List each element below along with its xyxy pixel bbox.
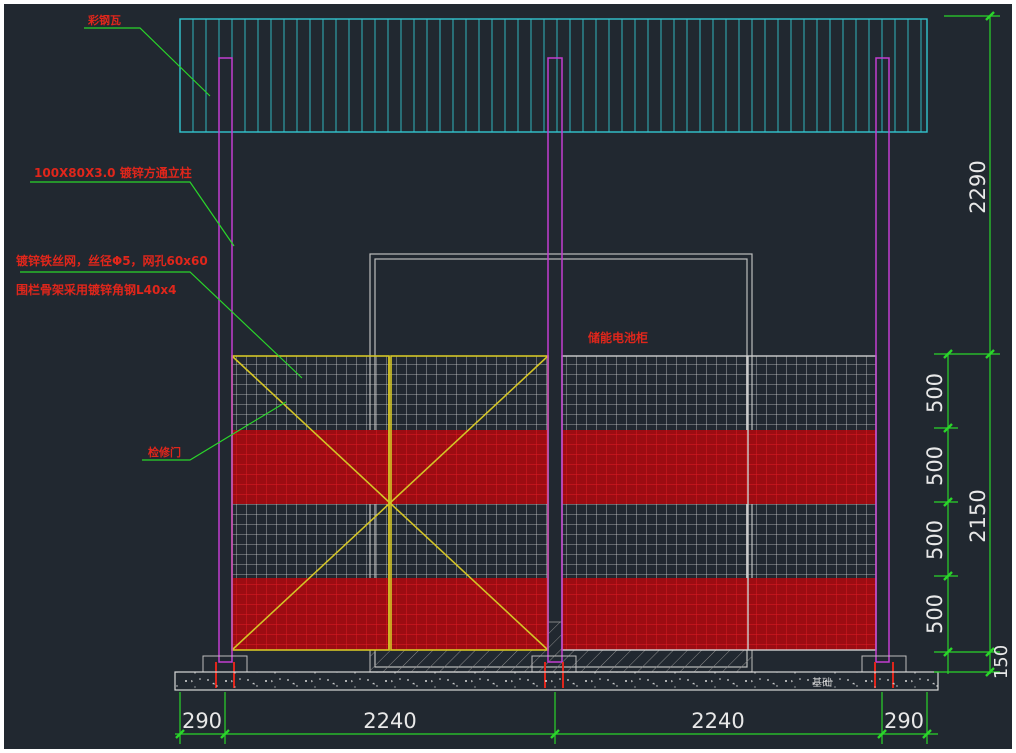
- fence-left-mesh: [232, 356, 548, 650]
- steel-columns: [218, 57, 890, 663]
- door-label: 检修门: [148, 445, 181, 459]
- leader-lines: [20, 27, 303, 461]
- dim-right-500-1: 500: [923, 373, 947, 413]
- cabinet-label: 储能电池柜: [588, 330, 648, 345]
- right-dimension-chain: [934, 11, 1000, 677]
- foundation-label: 基础: [812, 676, 832, 689]
- foundation-slab: [174, 671, 939, 691]
- cad-viewport[interactable]: 基础 彩钢瓦 100X80X3.0 镀锌方通立柱 镀锌铁丝网，丝径Φ5，网孔60…: [4, 4, 1012, 749]
- mesh-label-2: 围栏骨架采用镀锌角钢L40x4: [16, 282, 176, 297]
- dim-right-2150: 2150: [966, 489, 990, 542]
- dim-bottom-290-left: 290: [182, 709, 222, 733]
- column-label: 100X80X3.0 镀锌方通立柱: [34, 165, 192, 180]
- dim-bottom-290-right: 290: [884, 709, 924, 733]
- roof-label: 彩钢瓦: [87, 13, 121, 27]
- roof-panel: [179, 18, 928, 133]
- bottom-dimension-chain: [175, 692, 938, 744]
- dim-right-500-4: 500: [923, 594, 947, 634]
- fence-right-mesh: [561, 355, 877, 651]
- dim-right-150: 150: [991, 645, 1012, 679]
- dim-right-2290: 2290: [966, 160, 990, 213]
- dim-right-500-2: 500: [923, 446, 947, 486]
- dim-bottom-2240-left: 2240: [363, 709, 416, 733]
- dim-right-500-3: 500: [923, 520, 947, 560]
- maintenance-door: [231, 355, 549, 651]
- cad-drawing: 基础 彩钢瓦 100X80X3.0 镀锌方通立柱 镀锌铁丝网，丝径Φ5，网孔60…: [16, 11, 1012, 744]
- mesh-label-1: 镀锌铁丝网，丝径Φ5，网孔60x60: [16, 253, 208, 268]
- dim-bottom-2240-right: 2240: [691, 709, 744, 733]
